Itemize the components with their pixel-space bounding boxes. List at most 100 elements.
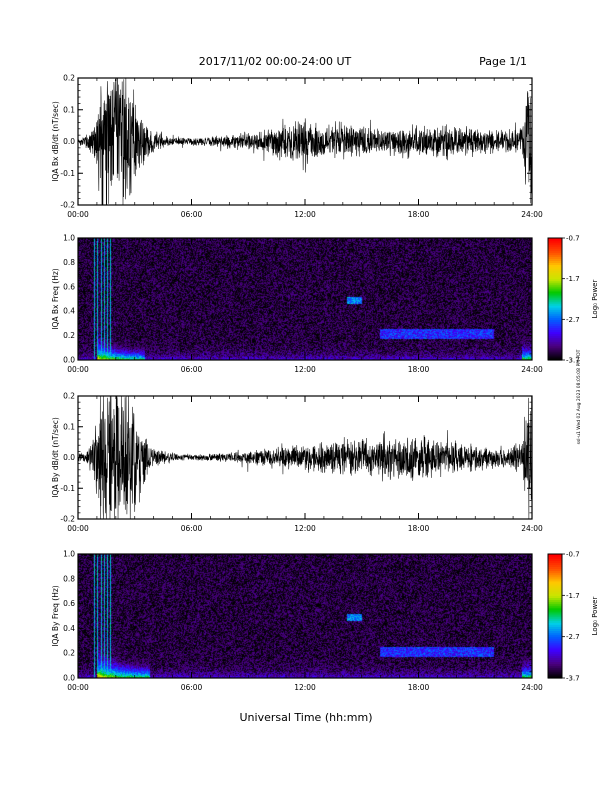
colorbar-segment — [548, 587, 562, 590]
panels-group: 0.20.10.0-0.1-0.200:00 06:00 12:00 18:00 24:… — [51, 74, 599, 693]
colorbar-segment — [548, 341, 562, 345]
colorbar-segment — [548, 636, 562, 640]
colorbar-segment — [548, 655, 562, 658]
colorbar-segment — [548, 638, 562, 642]
y-tick-label: 1.0 — [63, 234, 75, 243]
colorbar-segment — [548, 311, 562, 314]
colorbar-segment — [548, 337, 562, 341]
colorbar-tick-label: -0.7 — [566, 235, 580, 243]
colorbar-segment — [548, 238, 562, 241]
x-tick-label: 18:00 — [408, 683, 430, 692]
colorbar-segment — [548, 347, 562, 351]
x-tick-label: 24:00 — [521, 365, 543, 374]
colorbar-segment — [548, 564, 562, 567]
panel-axes-0: 0.2 0.1 0.0 -0.1 -0.200:00 06:00 12:00 18:00 24:… — [51, 74, 543, 220]
side-note: ssl-u1 Wed 02 Aug 2023 08:05:08 PM PDT — [576, 349, 582, 444]
x-tick-label: 24:00 — [521, 210, 543, 219]
colorbar-segment — [548, 335, 562, 339]
colorbar-segment — [548, 309, 562, 312]
colorbar-segment — [548, 622, 562, 625]
colorbar-segment — [548, 333, 562, 337]
x-tick-label: 00:00 — [67, 524, 89, 533]
colorbar-segment — [548, 599, 562, 603]
colorbar-segment — [548, 593, 562, 596]
series-line-0 — [77, 77, 533, 206]
colorbar-segment — [548, 647, 562, 650]
panel-axes-2: 0.2 0.1 0.0 -0.1 -0.200:00 06:00 12:00 18:00 24:… — [51, 392, 543, 534]
plot-title: 2017/11/02 00:00-24:00 UT — [199, 55, 352, 68]
colorbar-segment — [548, 653, 562, 656]
colorbar-segment — [548, 554, 562, 557]
colorbar-segment — [548, 262, 562, 266]
colorbar-segment — [548, 282, 562, 286]
panel-axes-3: 1.0 0.8 0.6 0.4 0.2 0.000:00 06:00 12:00 18:00 24… — [51, 550, 543, 693]
colorbar-segment — [548, 254, 562, 257]
colorbar-segment — [548, 268, 562, 272]
colorbar-segment — [548, 252, 562, 255]
y-tick-label: 0.0 — [63, 137, 75, 146]
y-tick-label: 0.2 — [63, 649, 75, 658]
colorbar-segment — [548, 640, 562, 644]
colorbar-segment — [548, 603, 562, 607]
colorbar-segment — [548, 649, 562, 652]
y-tick-label: 0.0 — [63, 453, 75, 462]
colorbar-segment — [548, 620, 562, 623]
colorbar-segment — [548, 624, 562, 627]
colorbar-segment — [548, 284, 562, 288]
colorbar-segment — [548, 276, 562, 280]
x-tick-label: 18:00 — [408, 365, 430, 374]
colorbar-segment — [548, 616, 562, 619]
colorbar-segment — [548, 355, 562, 359]
x-tick-label: 06:00 — [181, 524, 203, 533]
x-tick-label: 00:00 — [67, 683, 89, 692]
colorbar-label: Log₀ Power — [591, 597, 599, 636]
colorbar-segment — [548, 667, 562, 671]
x-tick-label: 24:00 — [521, 524, 543, 533]
y-tick-label: 0.2 — [63, 392, 75, 401]
colorbar-segment — [548, 673, 562, 677]
colorbar-segment — [548, 301, 562, 304]
colorbar-segment — [548, 305, 562, 308]
colorbar-segment — [548, 280, 562, 284]
x-axis-label: Universal Time (hh:mm) — [240, 711, 373, 724]
colorbar-segment — [548, 618, 562, 621]
colorbar-tick-label: -1.7 — [566, 592, 580, 600]
colorbar-segment — [548, 272, 562, 276]
colorbar-frame — [547, 237, 563, 361]
y-tick-label: 0.4 — [63, 307, 75, 316]
y-tick-label: -0.2 — [60, 201, 75, 210]
colorbar-tick-label: -1.7 — [566, 275, 580, 283]
colorbar-tick-label: -2.7 — [566, 633, 580, 641]
colorbar-segment — [548, 288, 562, 292]
colorbar-segment — [548, 313, 562, 316]
x-tick-label: 12:00 — [294, 210, 316, 219]
y-tick-label: 0.0 — [63, 674, 75, 683]
colorbar-segment — [548, 357, 562, 361]
colorbar-segment — [548, 657, 562, 660]
colorbar-segment — [548, 568, 562, 572]
colorbar-segment — [548, 558, 562, 561]
page-label: Page 1/1 — [479, 55, 527, 68]
colorbar-segment — [548, 351, 562, 355]
x-tick-label: 06:00 — [181, 365, 203, 374]
colorbar-segment — [548, 675, 562, 679]
y-axis-label: IQA Bx dB/dt (nT/sec) — [51, 101, 60, 182]
colorbar-segment — [548, 321, 562, 324]
colorbar-segment — [548, 669, 562, 673]
colorbar-segment — [548, 560, 562, 563]
colorbar-tick-label: -3.7 — [566, 675, 580, 683]
colorbar-segment — [548, 258, 562, 261]
y-tick-label: 0.1 — [63, 105, 75, 114]
colorbar-tick-label: -2.7 — [566, 316, 580, 324]
colorbar-segment — [548, 601, 562, 605]
y-tick-label: -0.2 — [60, 515, 75, 524]
colorbar-segment — [548, 303, 562, 306]
colorbar-segment — [548, 264, 562, 268]
colorbar-segment — [548, 256, 562, 259]
colorbar-segment — [548, 562, 562, 565]
colorbar-segment — [548, 570, 562, 574]
colorbar-segment — [548, 244, 562, 247]
colorbar-segment — [548, 572, 562, 576]
colorbar-segment — [548, 240, 562, 243]
